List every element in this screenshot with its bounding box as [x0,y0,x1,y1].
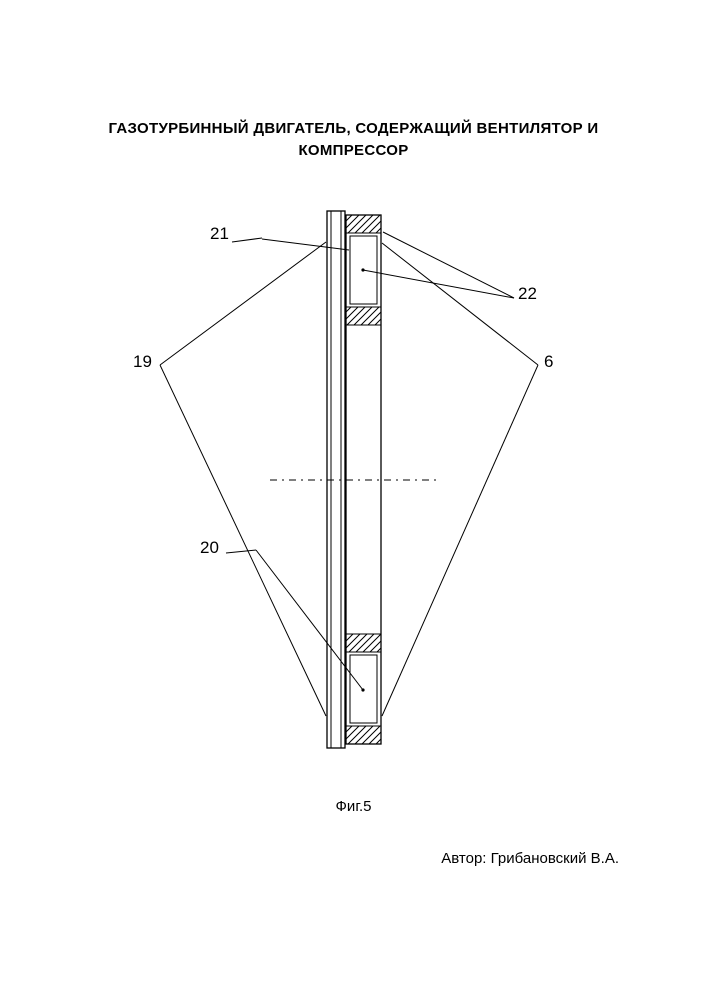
callout-19: 19 [133,352,152,372]
callout-20: 20 [200,538,219,558]
callout-21: 21 [210,224,229,244]
page: ГАЗОТУРБИННЫЙ ДВИГАТЕЛЬ, СОДЕРЖАЩИЙ ВЕНТ… [0,0,707,1000]
author: Автор: Грибановский В.А. [441,850,619,867]
callout-22: 22 [518,284,537,304]
figure-caption: Фиг.5 [0,798,707,815]
callout-6: 6 [544,352,553,372]
